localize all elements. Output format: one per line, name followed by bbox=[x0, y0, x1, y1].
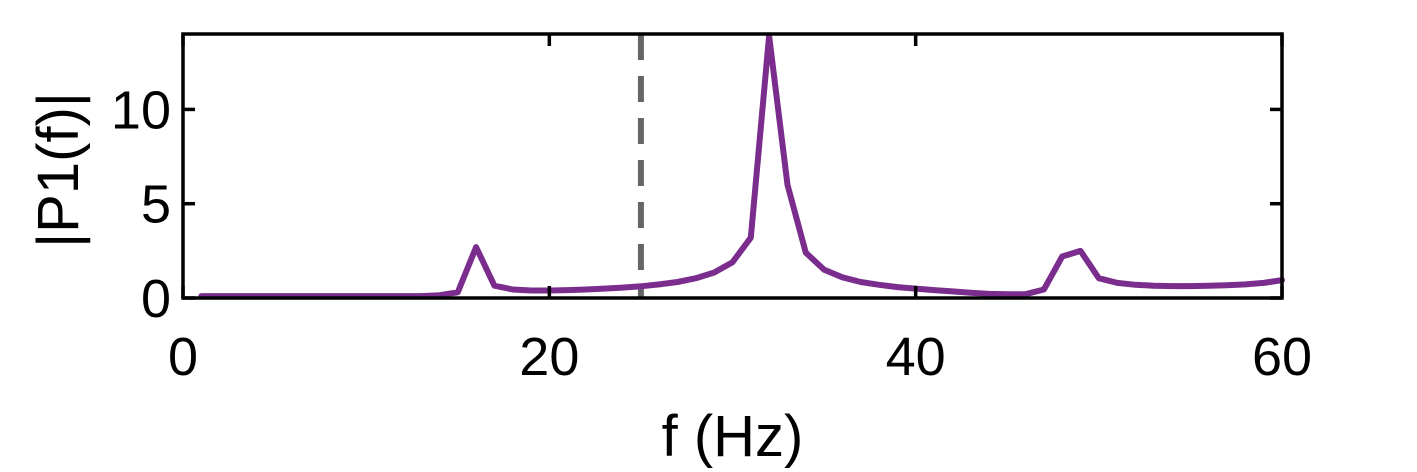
y-tick-label: 0 bbox=[141, 269, 171, 329]
x-tick-label: 40 bbox=[886, 327, 946, 387]
y-tick-label: 5 bbox=[141, 175, 171, 235]
x-tick-label: 20 bbox=[519, 327, 579, 387]
x-axis-label: f (Hz) bbox=[662, 404, 804, 469]
y-tick-label: 10 bbox=[111, 80, 171, 140]
plot-frame bbox=[181, 32, 1284, 300]
x-tick-label: 60 bbox=[1252, 327, 1312, 387]
x-tick-label: 0 bbox=[168, 327, 198, 387]
y-axis-label: |P1(f)| bbox=[26, 92, 91, 248]
series-line-0 bbox=[198, 32, 1285, 300]
